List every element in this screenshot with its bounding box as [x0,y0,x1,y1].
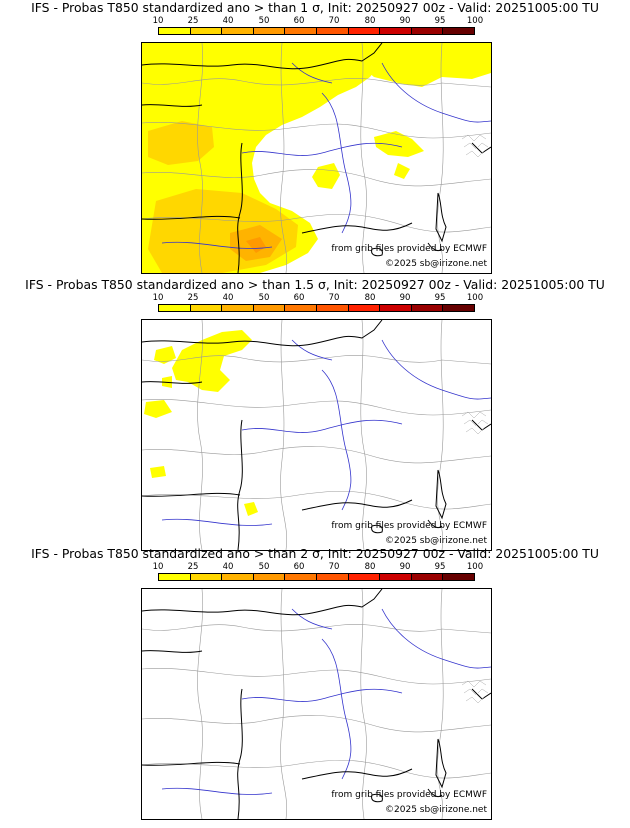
map-svg [142,589,491,819]
colorbar-tick-label: 95 [434,16,446,26]
map-panel-2: IFS - Probas T850 standardized ano > tha… [0,277,630,551]
probability-map[interactable]: from grib files provided by ECMWF ©2025 … [141,319,492,551]
colorbar-segment [348,574,381,580]
colorbar-tick-label: 40 [222,16,234,26]
colorbar-tick-label: 60 [293,293,305,303]
colorbar-segment [222,305,254,311]
colorbar-tick-label: 10 [152,293,164,303]
copyright-credit: ©2025 sb@irizone.net [385,805,487,815]
colorbar-segment [253,28,286,34]
rivers [161,339,491,526]
map-panel-1: IFS - Probas T850 standardized ano > tha… [0,0,630,274]
probability-map[interactable]: from grib files provided by ECMWF ©2025 … [141,42,492,274]
colorbar-tick-label: 100 [466,562,484,572]
colorbar-labels: 10 25 40 50 60 70 80 90 95 100 [150,293,485,303]
probability-fill [144,330,258,516]
colorbar-tick-label: 95 [434,562,446,572]
colorbar-segment [380,574,412,580]
colorbar-segment [190,305,223,311]
colorbar-tick-label: 100 [466,293,484,303]
colorbar-tick-label: 50 [258,562,270,572]
borders [142,320,491,550]
colorbar-segment [159,574,191,580]
rivers [161,608,491,795]
colorbar-segment [443,574,474,580]
colorbar-segment [380,28,412,34]
colorbar-tick-label: 25 [187,16,199,26]
colorbar-tick-label: 95 [434,293,446,303]
colorbar-tick-label: 80 [364,293,376,303]
colorbar-segment [443,28,474,34]
colorbar-segment [190,574,223,580]
colorbar-tick-label: 90 [399,293,411,303]
colorbar-tick-label: 25 [187,562,199,572]
colorbar-segment [316,574,349,580]
colorbar-segment [380,305,412,311]
colorbar-segment [190,28,223,34]
panel-title: IFS - Probas T850 standardized ano > tha… [25,277,605,292]
colorbar-tick-label: 10 [152,16,164,26]
colorbar-tick-label: 80 [364,562,376,572]
colorbar-tick-label: 10 [152,562,164,572]
borders [142,43,491,273]
colorbar-segment [411,28,444,34]
colorbar-segment [443,305,474,311]
colorbar-tick-label: 70 [328,293,340,303]
map-svg [142,320,491,550]
colorbar-tick-label: 50 [258,16,270,26]
colorbar [158,27,475,35]
colorbar-segment [411,305,444,311]
colorbar-labels: 10 25 40 50 60 70 80 90 95 100 [150,16,485,26]
colorbar-segment [285,305,317,311]
colorbar-segment [159,28,191,34]
copyright-credit: ©2025 sb@irizone.net [385,259,487,269]
rivers [161,62,491,249]
colorbar-tick-label: 40 [222,562,234,572]
panel-title: IFS - Probas T850 standardized ano > tha… [31,0,599,15]
source-credit: from grib files provided by ECMWF [331,790,487,800]
coastline [142,43,491,273]
colorbar-tick-label: 100 [466,16,484,26]
colorbar-segment [348,305,381,311]
colorbar-tick-label: 70 [328,562,340,572]
alps-terrain [461,411,489,435]
probability-fill [142,43,491,273]
copyright-credit: ©2025 sb@irizone.net [385,536,487,546]
panel-title: IFS - Probas T850 standardized ano > tha… [31,546,599,561]
colorbar-tick-label: 60 [293,16,305,26]
colorbar-labels: 10 25 40 50 60 70 80 90 95 100 [150,562,485,572]
colorbar-segment [285,574,317,580]
source-credit: from grib files provided by ECMWF [331,521,487,531]
colorbar-segment [222,574,254,580]
colorbar-tick-label: 60 [293,562,305,572]
map-panel-3: IFS - Probas T850 standardized ano > tha… [0,546,630,820]
colorbar-tick-label: 90 [399,562,411,572]
colorbar-segment [316,28,349,34]
colorbar-tick-label: 80 [364,16,376,26]
colorbar-segment [159,305,191,311]
colorbar-segment [316,305,349,311]
colorbar-segment [253,305,286,311]
colorbar [158,573,475,581]
colorbar-tick-label: 50 [258,293,270,303]
colorbar-segment [348,28,381,34]
coastline [142,589,491,819]
colorbar-segment [285,28,317,34]
source-credit: from grib files provided by ECMWF [331,244,487,254]
probability-map[interactable]: from grib files provided by ECMWF ©2025 … [141,588,492,820]
colorbar-tick-label: 40 [222,293,234,303]
alps-terrain [461,134,489,158]
colorbar [158,304,475,312]
colorbar-tick-label: 70 [328,16,340,26]
colorbar-tick-label: 25 [187,293,199,303]
alps-terrain [461,680,489,704]
map-svg [142,43,491,273]
colorbar-segment [411,574,444,580]
colorbar-tick-label: 90 [399,16,411,26]
borders [142,589,491,819]
colorbar-segment [253,574,286,580]
colorbar-segment [222,28,254,34]
